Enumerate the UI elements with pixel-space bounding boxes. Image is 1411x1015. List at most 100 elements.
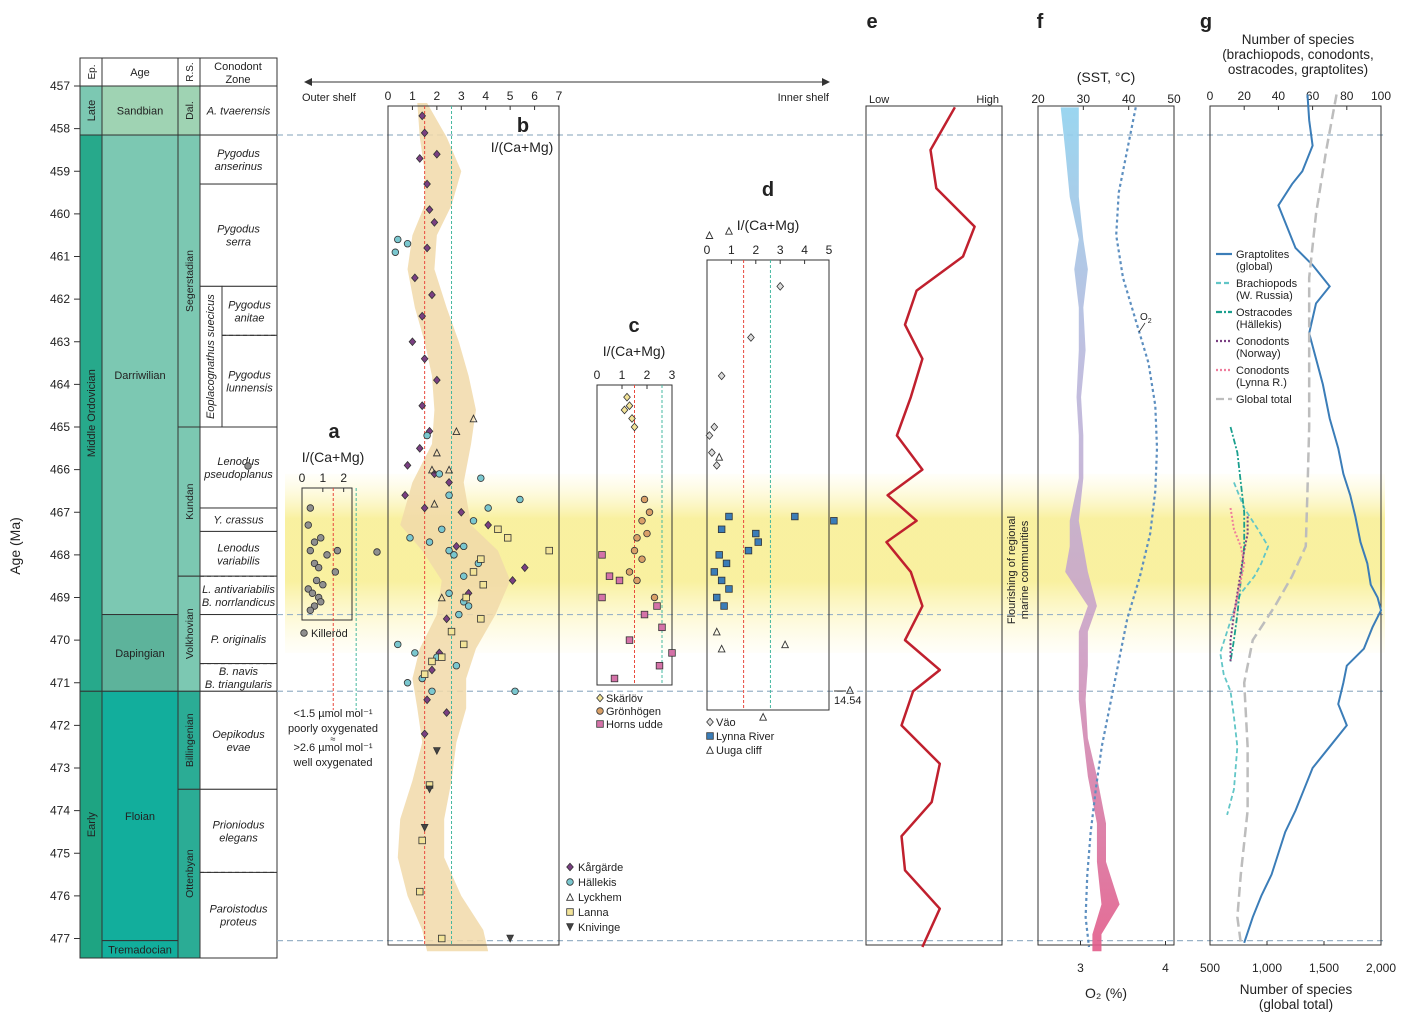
zone-label: Lenodus — [217, 456, 260, 468]
data-point — [312, 576, 321, 585]
panel-frame — [387, 105, 560, 946]
data-point — [710, 422, 719, 432]
data-point — [615, 576, 624, 585]
legend-item: (Norway) — [1236, 348, 1281, 360]
data-point — [705, 230, 714, 239]
data-point — [653, 602, 661, 610]
data-point — [598, 551, 606, 559]
data-point — [418, 836, 426, 845]
data-point — [830, 517, 838, 525]
x-tick-label: 4 — [801, 243, 808, 257]
data-point — [460, 640, 468, 649]
age-tick-label: 460 — [50, 207, 70, 221]
zone-label: Prioniodus — [213, 819, 265, 831]
data-point — [425, 785, 434, 794]
data-point — [447, 627, 456, 636]
data-point — [712, 627, 721, 636]
data-point — [438, 934, 446, 943]
data-point — [479, 581, 487, 589]
data-point — [506, 934, 515, 943]
data-point — [406, 534, 414, 542]
data-point — [725, 512, 733, 521]
data-point — [428, 290, 436, 300]
legend-killerod: Killeröd — [311, 628, 348, 640]
zone-label: B. norrlandicus — [202, 597, 276, 609]
conodonts-norway-line — [1229, 516, 1249, 662]
data-point — [598, 593, 606, 602]
zone-label: serra — [226, 237, 251, 249]
data-point — [373, 548, 381, 556]
data-point — [411, 273, 419, 283]
sst-tick-label: 30 — [1077, 92, 1091, 106]
data-point — [306, 504, 315, 512]
data-point — [477, 474, 485, 482]
data-point — [520, 563, 529, 573]
legend-marker — [565, 892, 575, 901]
data-point — [317, 598, 325, 606]
data-point — [776, 281, 785, 291]
data-point — [715, 452, 724, 461]
bottom-tick-label: 2,000 — [1366, 961, 1396, 975]
data-point — [710, 568, 719, 576]
conodonts-lynna-line — [1229, 507, 1246, 615]
data-point — [638, 517, 646, 525]
sst-tick-label: 50 — [1167, 92, 1181, 106]
stage-label: Segerstadian — [184, 250, 196, 312]
data-point — [460, 572, 468, 580]
zone-label: Oepikodus — [212, 729, 265, 741]
approx-symbol-1: ≈ — [331, 734, 336, 744]
data-point — [310, 538, 319, 546]
age-tick-label: 459 — [50, 164, 70, 178]
data-point — [433, 375, 441, 385]
data-point — [655, 662, 664, 670]
age-label: Dapingian — [115, 648, 165, 660]
data-point — [791, 512, 799, 521]
data-point — [323, 551, 331, 559]
data-point — [430, 217, 439, 227]
data-point — [715, 551, 723, 559]
data-point — [423, 431, 431, 440]
legend-item: Kårgärde — [578, 862, 623, 874]
x-tick-label: 3 — [458, 89, 465, 103]
zone-label: P. originalis — [211, 634, 267, 646]
legend-item: Uuga cliff — [716, 745, 763, 757]
data-point — [494, 525, 502, 533]
legend-item: Lanna — [578, 907, 609, 919]
data-point — [317, 534, 325, 542]
global-total-line — [1236, 94, 1338, 943]
data-point — [484, 504, 492, 512]
outer-shelf-label: Outer shelf — [302, 92, 357, 104]
data-point — [306, 606, 315, 614]
data-point — [650, 593, 659, 602]
legend-marker — [566, 923, 574, 932]
stage-label: Volkhovian — [184, 608, 196, 659]
data-point — [411, 649, 419, 657]
zone-label: lunnensis — [226, 383, 273, 395]
x-tick-label: 2 — [340, 471, 347, 485]
data-point — [445, 478, 453, 487]
data-point — [484, 520, 492, 530]
legend-marker — [566, 908, 574, 916]
data-point — [620, 405, 629, 415]
data-point — [452, 541, 461, 551]
age-tick-label: 463 — [50, 335, 70, 349]
x-tick-label: 3 — [669, 368, 676, 382]
panel-c-letter: c — [628, 315, 639, 337]
data-point — [508, 576, 517, 585]
age-tick-label: 462 — [50, 292, 70, 306]
legend-item: Hällekis — [578, 877, 617, 889]
sst-title: (SST, °C) — [1077, 69, 1136, 85]
data-point — [403, 460, 412, 470]
age-tick-label: 477 — [50, 932, 70, 946]
age-tick-label: 467 — [50, 505, 70, 519]
legend-item: Lyckhem — [578, 892, 622, 904]
data-point — [759, 712, 768, 721]
x-tick-label: 0 — [594, 368, 601, 382]
header-regional-stage: R.S. — [185, 62, 196, 81]
graptolites-line — [1243, 94, 1383, 944]
stage-label: Dal. — [184, 101, 196, 120]
well-oxygen-label: well oxygenated — [293, 757, 373, 769]
legend-marker — [596, 707, 604, 715]
data-point — [452, 426, 461, 436]
